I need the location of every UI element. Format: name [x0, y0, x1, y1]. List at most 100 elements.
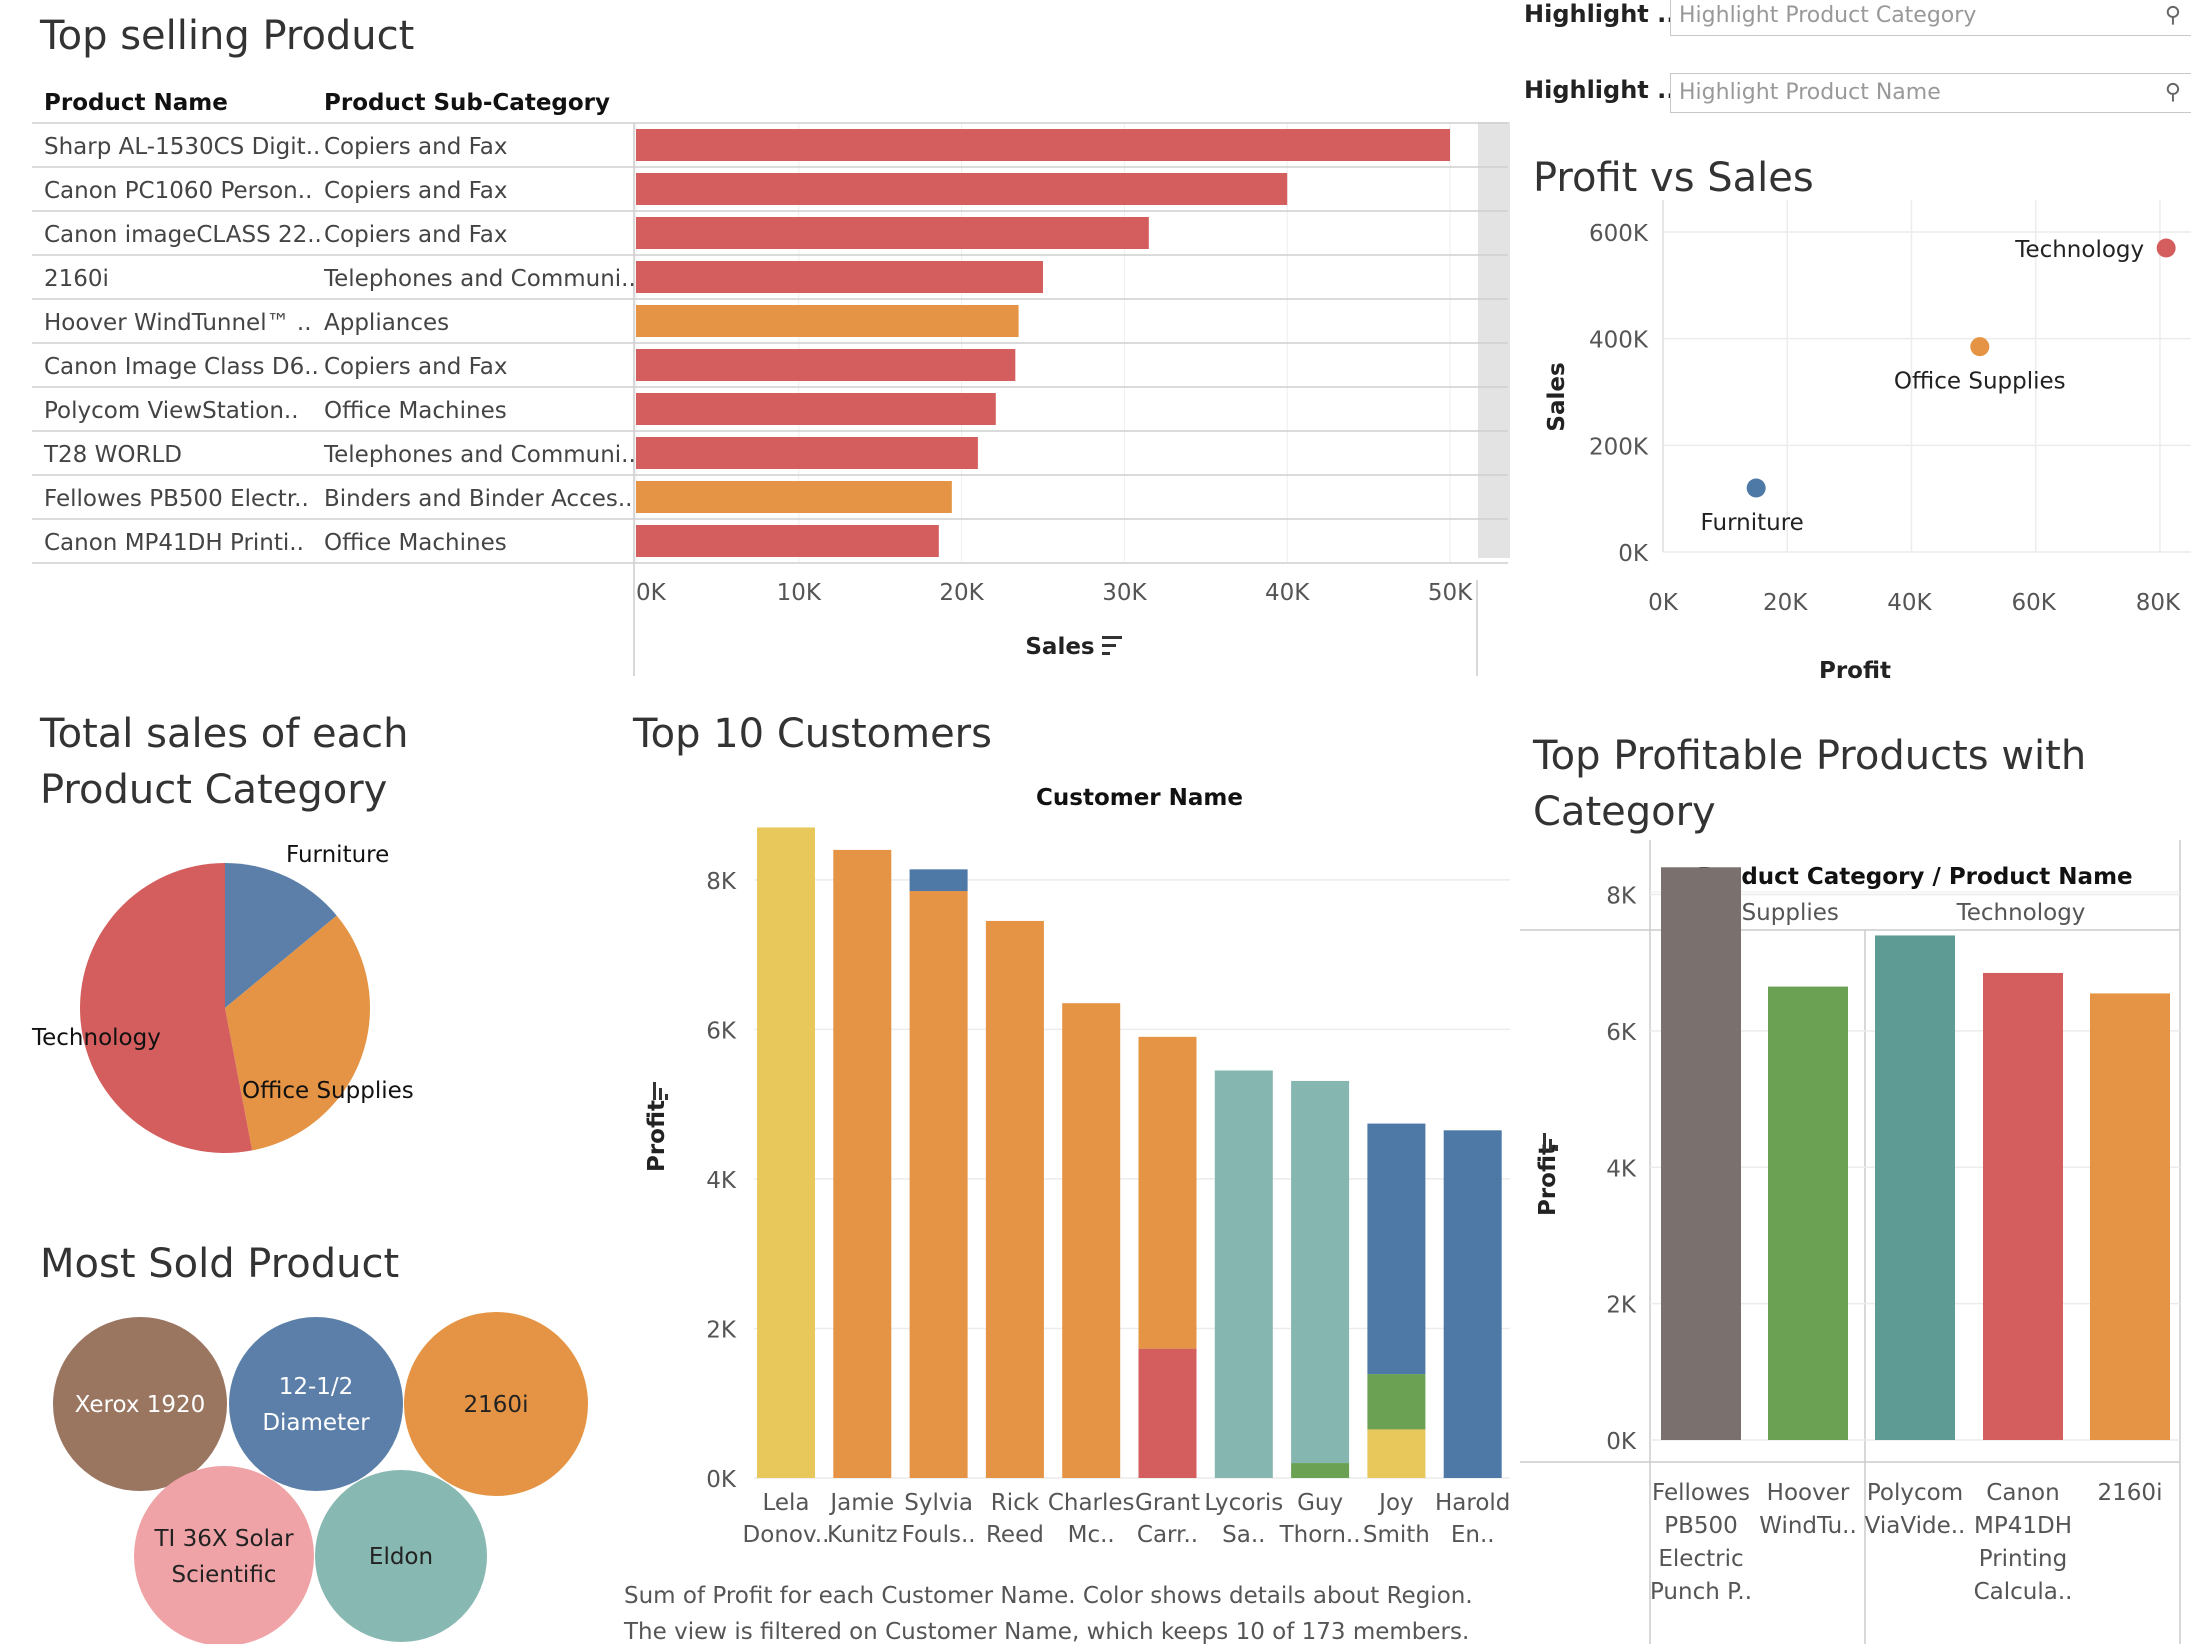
- sort-icon-bar: [1102, 652, 1110, 655]
- customer-label: Rick: [991, 1490, 1040, 1516]
- product-name-cell: T28 WORLD: [43, 442, 182, 468]
- sales-bar[interactable]: [636, 349, 1016, 381]
- x-tick-label: 40K: [1265, 580, 1310, 606]
- bubble-label: 2160i: [464, 1392, 529, 1418]
- customer-label: Harold: [1435, 1490, 1510, 1516]
- pie-slice[interactable]: [225, 915, 371, 1151]
- customer-label: Fouls..: [902, 1522, 976, 1548]
- group-label: Technology: [1956, 900, 2086, 926]
- customer-bar-segment[interactable]: [1138, 1348, 1197, 1478]
- profit-vs-sales-chart[interactable]: 0K 200K 400K 600K 0K 20K 40K 60K 80K Profit Sales T…: [1520, 200, 2191, 700]
- bubble[interactable]: [53, 1317, 227, 1491]
- sales-bar[interactable]: [636, 173, 1288, 205]
- customer-bar-segment[interactable]: [1291, 1080, 1350, 1464]
- product-name-cell: Canon MP41DH Printi..: [44, 530, 304, 556]
- customer-bar-segment[interactable]: [1367, 1374, 1426, 1430]
- customer-bar-segment[interactable]: [1138, 1036, 1197, 1349]
- product-profit-bar[interactable]: [2090, 993, 2170, 1440]
- x-tick-label: 0K: [636, 580, 667, 606]
- customer-label: Kunitz: [827, 1522, 898, 1548]
- highlight-category-label: Highlight ...: [1524, 0, 1685, 28]
- product-label: 2160i: [2098, 1480, 2163, 1506]
- customer-bar-segment[interactable]: [1443, 1130, 1502, 1478]
- sales-bar[interactable]: [636, 481, 952, 513]
- sales-bar[interactable]: [636, 261, 1043, 293]
- product-profit-bar[interactable]: [1661, 867, 1741, 1440]
- y-tick-label: 400K: [1589, 328, 1649, 354]
- sales-bar[interactable]: [636, 305, 1019, 337]
- product-profit-bar[interactable]: [1768, 986, 1848, 1440]
- customer-bar-segment[interactable]: [985, 920, 1044, 1478]
- y-tick-label: 6K: [1606, 1020, 1637, 1046]
- sort-icon: [1543, 1133, 1558, 1151]
- product-profit-bar[interactable]: [1875, 935, 1955, 1440]
- customer-bar-segment[interactable]: [909, 869, 968, 892]
- bubble[interactable]: [134, 1466, 314, 1644]
- customer-label: Sylvia: [904, 1490, 973, 1516]
- y-tick-label: 600K: [1589, 221, 1649, 247]
- customer-bar-segment[interactable]: [757, 827, 815, 1478]
- bubble-label: TI 36X Solar: [153, 1526, 294, 1552]
- bubble[interactable]: [229, 1317, 403, 1491]
- sales-bar[interactable]: [636, 217, 1149, 249]
- y-tick-label: 8K: [706, 869, 737, 895]
- scatter-point[interactable]: [2156, 238, 2176, 258]
- x-tick-label: 60K: [2012, 590, 2057, 616]
- x-tick-label: 20K: [939, 580, 984, 606]
- category-pie-chart[interactable]: Furniture Office Supplies Technology: [0, 830, 600, 1190]
- customer-label: Grant: [1135, 1490, 1200, 1516]
- product-profit-bar[interactable]: [1983, 972, 2063, 1440]
- y-tick-label: 0K: [1618, 541, 1649, 567]
- sort-icon-bar: [1549, 1139, 1552, 1151]
- top-customers-chart[interactable]: 0K 2K 4K 6K 8K Profit Lela Donov.. Jamie KunitzSy…: [620, 820, 1520, 1560]
- highlight-category-input[interactable]: Highlight Product Category ⚲: [1670, 0, 2191, 36]
- subcategory-cell: Office Machines: [324, 530, 507, 556]
- bubble[interactable]: [315, 1470, 487, 1642]
- pie-label: Furniture: [286, 842, 389, 868]
- bubble-label: Diameter: [262, 1410, 370, 1436]
- col-product-name[interactable]: Product Name: [44, 90, 228, 116]
- most-sold-bubbles[interactable]: Xerox 1920 12-1/2 Diameter 2160i TI 36X Sola…: [0, 1300, 620, 1644]
- customer-bar-segment[interactable]: [1367, 1429, 1426, 1478]
- sales-bar[interactable]: [636, 437, 978, 469]
- customer-bar-segment[interactable]: [833, 849, 892, 1478]
- customer-bar-segment[interactable]: [1214, 1070, 1273, 1478]
- customer-label: Reed: [986, 1522, 1044, 1548]
- col-product-subcategory[interactable]: Product Sub-Category: [324, 90, 611, 116]
- x-axis-title: Sales: [1025, 634, 1094, 660]
- highlight-name-label: Highlight ...: [1524, 76, 1685, 104]
- bubble[interactable]: [404, 1312, 588, 1496]
- point-label: Technology: [2014, 237, 2144, 263]
- customer-label: Joy: [1377, 1490, 1413, 1516]
- customer-label: En..: [1451, 1522, 1495, 1548]
- sales-bar[interactable]: [636, 129, 1450, 161]
- subcategory-cell: Office Machines: [324, 398, 507, 424]
- x-tick-label: 80K: [2136, 590, 2181, 616]
- customer-bar-segment[interactable]: [1367, 1123, 1426, 1375]
- customer-bar-segment[interactable]: [909, 891, 968, 1478]
- product-label: Electric: [1658, 1546, 1743, 1572]
- highlight-category-placeholder: Highlight Product Category: [1679, 3, 1977, 28]
- customer-bar-segment[interactable]: [1291, 1463, 1350, 1478]
- scatter-point[interactable]: [1970, 337, 1990, 357]
- y-tick-label: 2K: [1606, 1293, 1637, 1319]
- top-selling-chart[interactable]: 0K 10K 20K 30K 40K 50K Sharp AL-1530CS Digit..…: [0, 0, 1520, 680]
- top-profitable-title-line2: Category: [1533, 789, 1716, 835]
- point-label: Furniture: [1701, 510, 1804, 536]
- sort-icon-bar: [665, 1094, 668, 1100]
- pie-slice[interactable]: [225, 863, 337, 1008]
- pie-slice[interactable]: [79, 863, 253, 1153]
- y-tick-label: 2K: [706, 1317, 737, 1343]
- sales-bar[interactable]: [636, 393, 996, 425]
- subcategory-cell: Telephones and Communi..: [323, 442, 636, 468]
- customer-bar-segment[interactable]: [1062, 1003, 1121, 1478]
- y-tick-label: 4K: [706, 1168, 737, 1194]
- scrollbar[interactable]: [1478, 122, 1510, 558]
- highlight-name-input[interactable]: Highlight Product Name ⚲: [1670, 73, 2191, 113]
- sort-icon: [1102, 636, 1122, 655]
- customer-label: Charles: [1048, 1490, 1135, 1516]
- product-name-cell: Polycom ViewStation..: [44, 398, 299, 424]
- sales-bar[interactable]: [636, 525, 939, 557]
- scatter-point[interactable]: [1746, 478, 1766, 498]
